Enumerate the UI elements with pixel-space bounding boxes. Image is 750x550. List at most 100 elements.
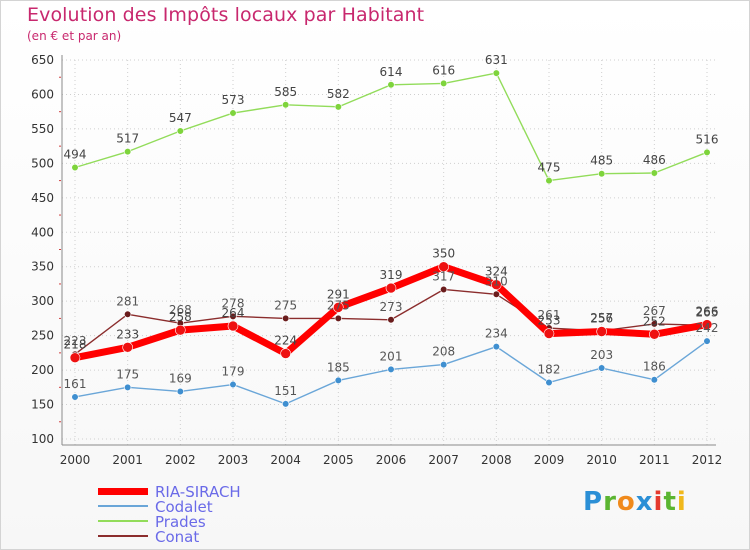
data-label-codalet: 161 — [64, 377, 87, 391]
data-point-codalet — [492, 343, 500, 351]
data-point-ria-sirach — [701, 319, 713, 330]
data-label-ria-sirach: 253 — [538, 314, 561, 328]
data-point-codalet — [703, 337, 711, 345]
data-label-conat: 273 — [380, 300, 403, 314]
legend-label-codalet: Codalet — [155, 498, 213, 516]
data-label-ria-sirach: 291 — [327, 287, 350, 301]
data-point-prades — [492, 69, 500, 77]
data-label-codalet: 186 — [643, 360, 666, 374]
data-label-prades: 547 — [169, 111, 192, 125]
data-label-prades: 475 — [538, 161, 561, 175]
y-tick-label: 100 — [31, 432, 54, 446]
proxiti-logo: Proxiti — [583, 487, 687, 517]
y-tick-label: 250 — [31, 329, 54, 343]
data-point-prades — [334, 103, 342, 111]
data-point-codalet — [334, 376, 342, 385]
logo-letter: P — [583, 487, 604, 517]
data-label-conat: 261 — [538, 308, 561, 322]
data-point-prades — [650, 169, 658, 177]
data-point-prades — [71, 163, 79, 172]
x-tick-label: 2008 — [481, 453, 512, 467]
data-label-conat: 278 — [222, 296, 245, 310]
data-label-prades: 516 — [696, 132, 719, 146]
data-point-ria-sirach — [122, 342, 133, 353]
data-label-codalet: 182 — [538, 362, 561, 376]
data-point-codalet — [176, 387, 184, 396]
data-label-ria-sirach: 266 — [696, 305, 719, 319]
data-label-conat: 267 — [643, 304, 666, 318]
data-label-conat: 281 — [116, 294, 139, 308]
data-label-conat: 223 — [64, 334, 87, 348]
data-label-codalet: 169 — [169, 371, 192, 385]
data-label-prades: 573 — [222, 93, 245, 107]
legend-swatch-codalet — [98, 505, 148, 507]
data-label-prades: 485 — [590, 154, 613, 168]
y-tick-label: 400 — [31, 225, 54, 239]
data-label-codalet: 151 — [274, 384, 297, 398]
data-label-prades: 616 — [432, 63, 455, 77]
data-point-ria-sirach — [175, 324, 186, 336]
chart-subtitle: (en € et par an) — [27, 29, 122, 43]
data-point-conat — [492, 290, 500, 298]
y-tick-label: 550 — [31, 122, 54, 136]
data-point-ria-sirach — [333, 302, 344, 313]
legend-label-prades: Prades — [155, 513, 206, 531]
logo-letter: r — [603, 487, 617, 517]
data-point-conat — [229, 312, 237, 320]
data-point-prades — [598, 170, 606, 178]
data-point-prades — [703, 148, 711, 156]
y-tick-label: 200 — [31, 363, 54, 377]
data-point-prades — [176, 127, 184, 135]
x-tick-label: 2003 — [218, 453, 249, 467]
data-point-ria-sirach — [491, 279, 502, 290]
data-point-conat — [387, 316, 395, 324]
data-label-ria-sirach: 252 — [643, 314, 666, 328]
chart-legend: RIA-SIRACH Codalet Prades Conat — [98, 483, 358, 546]
data-label-ria-sirach: 264 — [222, 306, 245, 320]
data-point-codalet — [387, 365, 395, 374]
data-label-ria-sirach: 233 — [116, 327, 139, 341]
data-label-prades: 585 — [274, 85, 297, 99]
data-label-ria-sirach: 224 — [274, 334, 297, 348]
data-point-codalet — [229, 380, 237, 389]
data-label-ria-sirach: 218 — [64, 338, 87, 352]
data-point-prades — [229, 109, 237, 117]
data-label-ria-sirach: 256 — [590, 312, 613, 326]
x-tick-label: 2007 — [428, 453, 459, 467]
y-tick-label: 350 — [31, 260, 54, 274]
logo-letter: i — [676, 487, 687, 517]
x-tick-label: 2012 — [692, 453, 723, 467]
x-tick-label: 2009 — [534, 453, 565, 467]
data-point-ria-sirach — [543, 328, 555, 339]
legend-label-conat: Conat — [155, 528, 200, 546]
logo-letter: o — [616, 487, 636, 517]
x-tick-label: 2001 — [112, 453, 143, 467]
data-label-codalet: 208 — [432, 345, 455, 359]
x-tick-label: 2011 — [639, 453, 670, 467]
data-point-ria-sirach — [438, 261, 449, 273]
x-tick-label: 2002 — [165, 453, 196, 467]
data-point-ria-sirach — [385, 282, 397, 294]
data-label-ria-sirach: 258 — [169, 310, 192, 324]
data-label-prades: 614 — [380, 65, 403, 79]
data-point-conat — [334, 314, 342, 323]
data-point-conat — [650, 320, 658, 328]
legend-item-conat: Conat — [98, 528, 358, 546]
data-label-conat: 310 — [485, 274, 508, 288]
data-point-codalet — [545, 378, 553, 387]
data-point-conat — [124, 310, 132, 318]
data-label-codalet: 242 — [696, 321, 719, 335]
legend-swatch-ria-sirach — [98, 488, 148, 495]
data-point-codalet — [650, 376, 658, 384]
data-label-prades: 582 — [327, 87, 350, 101]
x-tick-label: 2000 — [60, 453, 91, 467]
legend-swatch-conat — [98, 535, 148, 537]
data-point-prades — [124, 148, 132, 156]
y-tick-label: 300 — [31, 294, 54, 308]
x-tick-label: 2005 — [323, 453, 354, 467]
legend-item-ria-sirach: RIA-SIRACH — [98, 483, 358, 501]
chart-title: Evolution des Impôts locaux par Habitant — [27, 4, 425, 26]
logo-letter: x — [635, 487, 654, 517]
data-label-codalet: 234 — [485, 327, 508, 341]
